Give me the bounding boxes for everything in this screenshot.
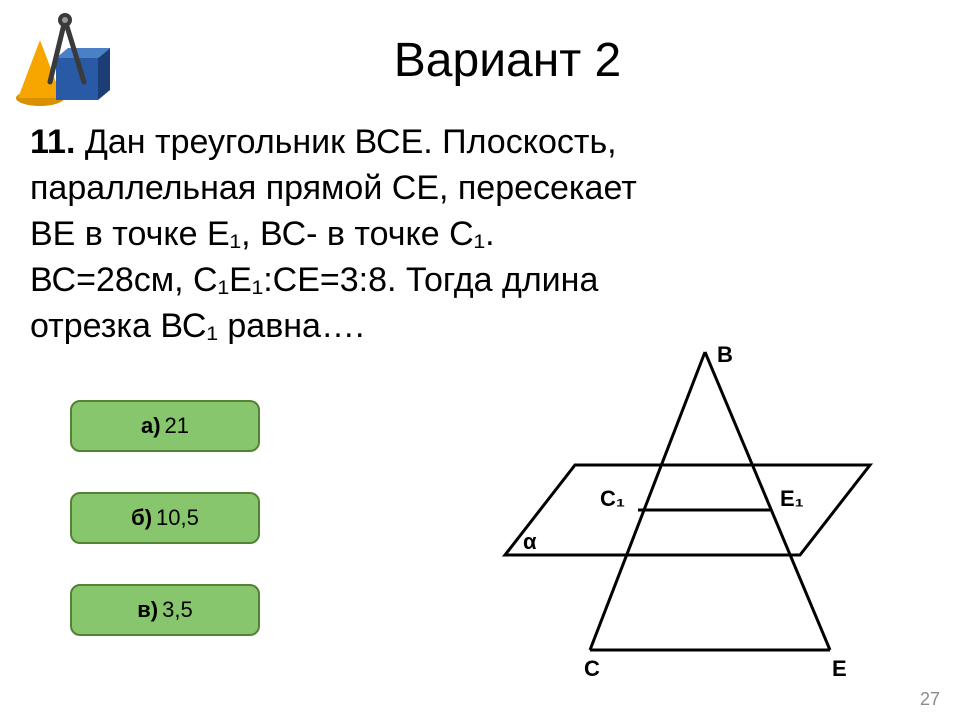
problem-line: ВЕ в точке Е₁, ВС- в точке С₁.	[30, 215, 495, 253]
geometry-logo-icon	[10, 10, 115, 110]
problem-text: 11. Дан треугольник ВСЕ. Плоскость, пара…	[0, 110, 960, 349]
geometry-diagram: В С₁ Е₁ С Еα	[480, 340, 910, 680]
problem-line: ВС=28см, С₁Е₁:СЕ=3:8. Тогда длина	[30, 261, 598, 299]
answer-key: б)	[131, 505, 152, 531]
answer-value: 21	[165, 413, 189, 439]
slide-number: 27	[920, 689, 940, 710]
svg-text:С: С	[584, 656, 600, 680]
answer-value: 3,5	[162, 597, 193, 623]
problem-line: параллельная прямой СЕ, пересекает	[30, 169, 637, 207]
answer-options: а) 21 б) 10,5 в) 3,5	[70, 400, 260, 636]
answer-option-b[interactable]: б) 10,5	[70, 492, 260, 544]
svg-text:Е: Е	[832, 656, 847, 680]
svg-text:С₁: С₁	[600, 486, 625, 511]
answer-value: 10,5	[156, 505, 199, 531]
svg-text:В: В	[717, 342, 733, 367]
svg-text:Е₁: Е₁	[780, 486, 804, 511]
problem-number: 11.	[30, 123, 75, 161]
answer-key: а)	[141, 413, 161, 439]
problem-line: отрезка ВС₁ равна….	[30, 307, 364, 345]
answer-option-v[interactable]: в) 3,5	[70, 584, 260, 636]
page-title: Вариант 2	[115, 33, 960, 88]
svg-text:α: α	[523, 529, 537, 554]
answer-option-a[interactable]: а) 21	[70, 400, 260, 452]
problem-line: Дан треугольник ВСЕ. Плоскость,	[85, 123, 617, 161]
answer-key: в)	[137, 597, 158, 623]
